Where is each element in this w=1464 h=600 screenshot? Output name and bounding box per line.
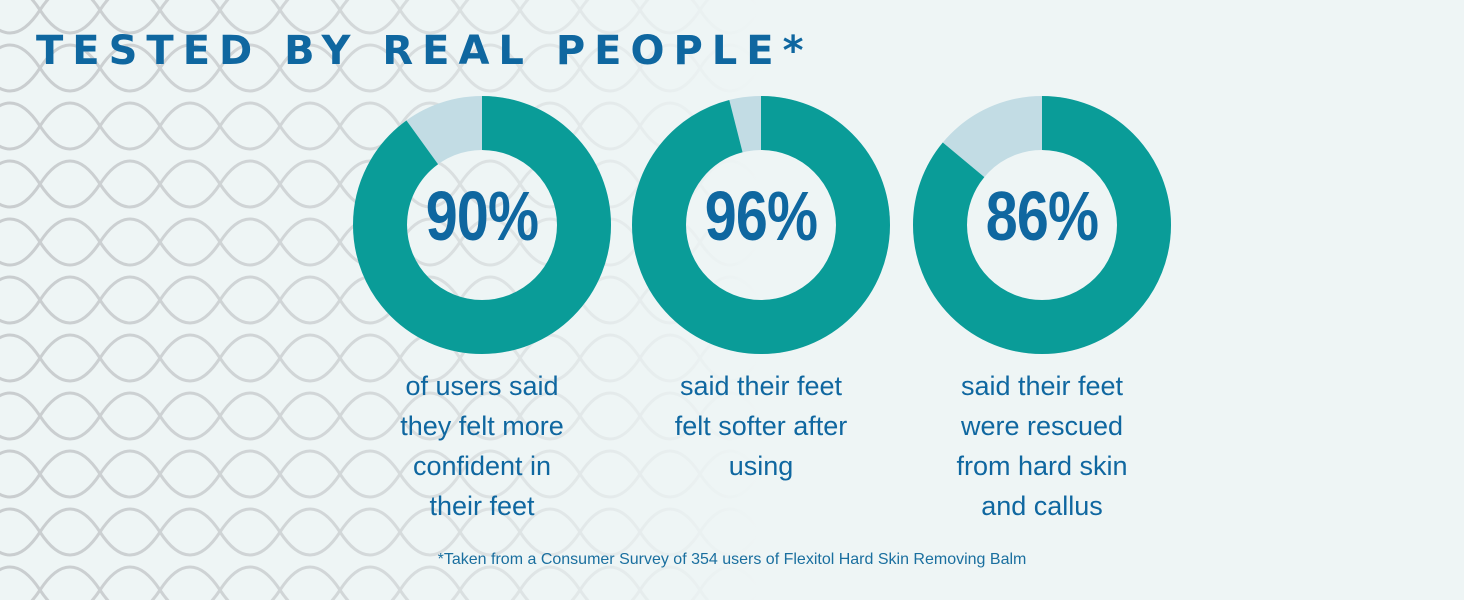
survey-footnote: *Taken from a Consumer Survey of 354 use…	[437, 551, 1027, 568]
donut-chart	[353, 96, 611, 354]
donut-filled-segment	[353, 96, 611, 354]
percent-value: 90%	[425, 177, 539, 255]
donut-filled-segment	[632, 96, 890, 354]
stat-card-rescued: 86% said their feet were rescued from ha…	[892, 94, 1192, 521]
percent-value: 86%	[985, 177, 1099, 255]
percent-value: 96%	[704, 177, 818, 255]
stat-card-softer: 96% said their feet felt softer after us…	[611, 94, 911, 481]
stat-caption: said their feet were rescued from hard s…	[956, 371, 1128, 521]
stat-card-confident: 90% of users said they felt more confide…	[332, 94, 632, 521]
stat-caption: of users said they felt more confident i…	[400, 371, 564, 521]
donut-chart	[913, 96, 1171, 354]
donut-chart	[632, 96, 890, 354]
donut-filled-segment	[913, 96, 1171, 354]
stat-caption: said their feet felt softer after using	[674, 371, 848, 481]
page-title: TESTED BY REAL PEOPLE*	[36, 28, 813, 74]
